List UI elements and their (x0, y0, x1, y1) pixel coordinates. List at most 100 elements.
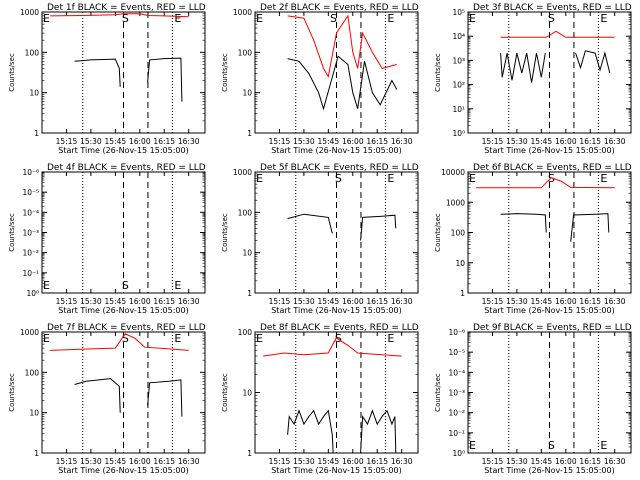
y-tick-label: 10⁰ (26, 289, 39, 298)
events-series-line (570, 213, 610, 242)
x-tick-label: 16:00 (555, 297, 577, 306)
marker-label-e-start: E (256, 12, 263, 25)
y-tick-label: 100 (25, 368, 40, 377)
x-tick-label: 15:30 (293, 137, 315, 146)
x-axis-label: Start Time (26-Nov-15 15:05:00) (58, 146, 188, 155)
x-tick-label: 16:30 (391, 297, 413, 306)
x-tick-label: 15:30 (80, 297, 102, 306)
y-tick-label: 10⁻² (448, 409, 465, 418)
x-tick-label: 15:45 (531, 137, 553, 146)
x-tick-label: 15:30 (293, 457, 315, 466)
marker-label-s: S (548, 439, 555, 452)
y-tick-label: 1 (247, 289, 252, 298)
x-tick-label: 16:00 (342, 297, 364, 306)
y-tick-label: 10³ (452, 56, 465, 65)
panel-det-1: Det 1f BLACK = Events, RED = LLD 15:15 15:… (8, 3, 206, 155)
y-tick-label: 1 (247, 129, 252, 138)
y-tick-label: 10⁻⁴ (448, 368, 465, 377)
x-tick-label: 15:30 (506, 297, 528, 306)
marker-label-s: S (548, 12, 555, 25)
panel-title: Det 1f BLACK = Events, RED = LLD (47, 3, 206, 13)
marker-label-e-end: E (174, 279, 181, 292)
events-series-line (287, 409, 334, 454)
marker-label-e-start: E (469, 172, 476, 185)
marker-label-e-end: E (600, 439, 607, 452)
y-tick-label: 1 (247, 449, 252, 458)
y-tick-label: 10⁵ (452, 8, 465, 17)
marker-label-e-start: E (43, 332, 50, 345)
y-tick-label: 100 (25, 48, 40, 57)
y-tick-label: 1000 (446, 198, 465, 207)
y-axis-label: Counts/sec (434, 373, 442, 412)
events-series-line (575, 50, 611, 74)
lld-series-line (500, 30, 615, 38)
x-tick-label: 15:30 (80, 137, 102, 146)
y-tick-label: 1 (34, 129, 39, 138)
x-tick-label: 16:15 (366, 457, 388, 466)
x-tick-label: 16:30 (604, 137, 626, 146)
y-tick-label: 10⁻¹ (448, 429, 465, 438)
y-tick-label: 1000 (233, 168, 252, 177)
y-tick-label: 10⁰ (452, 449, 465, 458)
x-axis-label: Start Time (26-Nov-15 15:05:00) (271, 306, 401, 315)
y-tick-label: 10 (29, 89, 39, 98)
panel-title: Det 4f BLACK = Events, RED = LLD (47, 163, 206, 173)
x-tick-label: 16:15 (579, 137, 601, 146)
lld-series-line (476, 177, 615, 189)
x-axis-label: Start Time (26-Nov-15 15:05:00) (484, 466, 614, 475)
x-tick-label: 16:15 (366, 297, 388, 306)
marker-label-e-end: E (387, 12, 394, 25)
y-tick-label: 10000 (441, 168, 465, 177)
y-tick-label: 100 (238, 208, 253, 217)
x-tick-label: 15:15 (482, 297, 504, 306)
panel-title: Det 3f BLACK = Events, RED = LLD (473, 3, 632, 13)
lld-series-line (263, 337, 402, 357)
panel-title: Det 6f BLACK = Events, RED = LLD (473, 163, 632, 173)
marker-label-e-start: E (43, 279, 50, 292)
lld-series-line (287, 14, 397, 79)
marker-label-e-end: E (387, 332, 394, 345)
y-tick-label: 10⁻⁴ (22, 208, 39, 217)
x-tick-label: 15:45 (531, 457, 553, 466)
y-axis-label: Counts/sec (221, 53, 229, 92)
y-tick-label: 10 (242, 89, 252, 98)
x-tick-label: 15:15 (56, 457, 78, 466)
x-tick-label: 16:00 (555, 137, 577, 146)
y-tick-label: 1000 (233, 8, 252, 17)
lld-series-line (50, 13, 189, 18)
y-tick-label: 10⁻² (22, 249, 39, 258)
marker-label-e-end: E (174, 12, 181, 25)
y-tick-label: 100 (238, 328, 253, 337)
x-tick-label: 16:00 (342, 457, 364, 466)
y-tick-label: 10⁻¹ (22, 269, 39, 278)
x-tick-label: 16:15 (153, 297, 175, 306)
x-tick-label: 15:15 (56, 297, 78, 306)
y-tick-label: 10⁻⁶ (22, 168, 39, 177)
x-tick-label: 16:30 (178, 137, 200, 146)
y-tick-label: 10⁻³ (448, 389, 465, 398)
y-tick-label: 1000 (20, 8, 39, 17)
y-axis-label: Counts/sec (8, 53, 16, 92)
x-tick-label: 15:45 (105, 297, 127, 306)
panel-title: Det 8f BLACK = Events, RED = LLD (260, 323, 419, 333)
events-series-line (287, 213, 333, 234)
y-tick-label: 100 (238, 48, 253, 57)
y-tick-label: 10 (455, 259, 465, 268)
x-tick-label: 15:15 (56, 137, 78, 146)
x-tick-label: 16:15 (153, 137, 175, 146)
x-tick-label: 15:15 (482, 137, 504, 146)
events-series-line (500, 52, 546, 83)
marker-label-e-end: E (174, 332, 181, 345)
x-tick-label: 16:15 (579, 297, 601, 306)
x-tick-label: 16:30 (604, 457, 626, 466)
events-series-line (147, 379, 183, 417)
x-tick-label: 16:00 (555, 457, 577, 466)
y-axis-label: Counts/sec (434, 213, 442, 252)
marker-label-e-start: E (43, 12, 50, 25)
panel-title: Det 7f BLACK = Events, RED = LLD (47, 323, 206, 333)
y-tick-label: 1 (34, 449, 39, 458)
x-tick-label: 15:15 (269, 297, 291, 306)
